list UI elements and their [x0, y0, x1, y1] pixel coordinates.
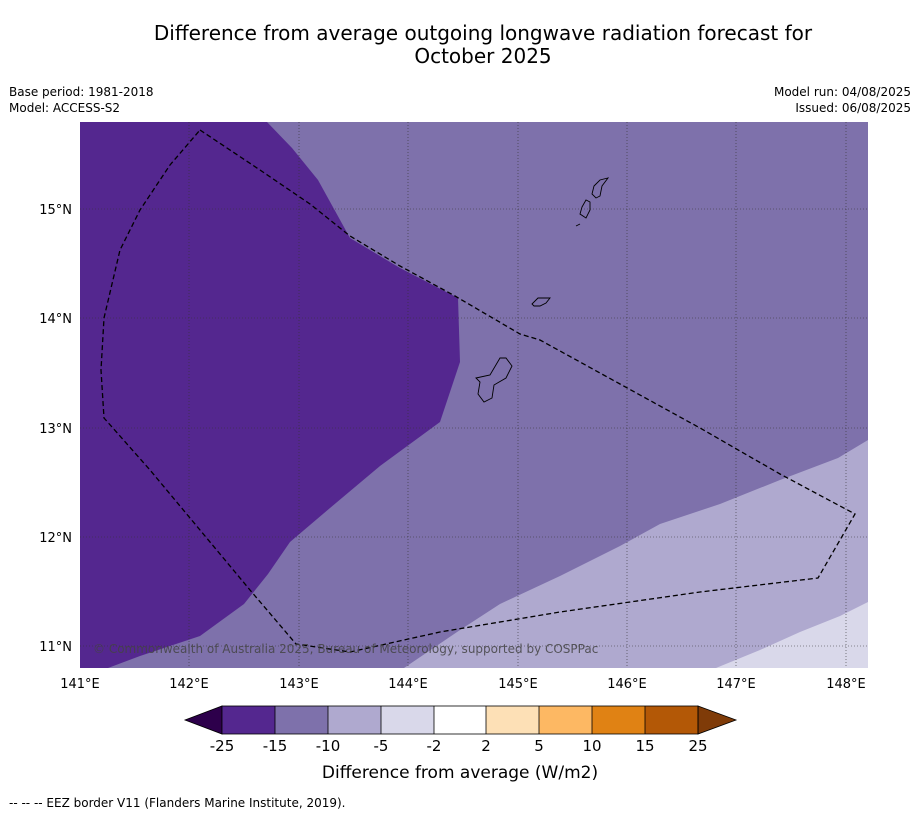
lat-tick-11: 11°N — [39, 640, 72, 655]
colorbar-bin-7 — [539, 706, 592, 734]
colorbar-tick: -15 — [263, 737, 288, 755]
lon-tick-148: 148°E — [826, 677, 866, 692]
colorbar-tick: 25 — [688, 737, 707, 755]
lon-tick-145: 145°E — [498, 677, 538, 692]
colorbar-label: Difference from average (W/m2) — [322, 763, 598, 783]
region-minus5-minus2 — [716, 602, 868, 668]
lon-tick-147: 147°E — [716, 677, 756, 692]
colorbar-bin-8 — [592, 706, 645, 734]
island-rota — [531, 297, 551, 307]
colorbar-over-arrow — [697, 705, 738, 735]
lon-tick-142: 142°E — [169, 677, 209, 692]
eez-border — [100, 129, 856, 653]
colorbar-tick: -5 — [374, 737, 389, 755]
islands — [475, 177, 610, 403]
colorbar-tick: -2 — [427, 737, 442, 755]
meta-left: Base period: 1981-2018 Model: ACCESS-S2 — [9, 84, 154, 116]
issued-label: Issued: 06/08/2025 — [795, 101, 911, 115]
island-saipan — [591, 177, 610, 199]
copyright-text: © Commonwealth of Australia 2025, Bureau… — [93, 642, 598, 656]
lon-tick-143: 143°E — [279, 677, 319, 692]
island-guam — [475, 357, 513, 403]
colorbar-ticks: -25 -15 -10 -5 -2 2 5 10 15 25 — [210, 737, 708, 755]
island-tinian — [579, 199, 591, 219]
colorbar-tick: 10 — [582, 737, 601, 755]
colorbar-bin-4 — [381, 706, 434, 734]
lat-tick-14: 14°N — [39, 312, 72, 327]
colorbar-bin-6 — [486, 706, 539, 734]
title-line-2: October 2025 — [414, 44, 552, 68]
model-label: Model: ACCESS-S2 — [9, 101, 121, 115]
colorbar-bin-1 — [222, 706, 275, 734]
lon-tick-146: 146°E — [607, 677, 647, 692]
island-aguijan — [575, 223, 581, 227]
graticule — [80, 122, 868, 668]
lon-tick-labels: 141°E 142°E 143°E 144°E 145°E 146°E 147°… — [60, 677, 866, 692]
colorbar-tick: 2 — [481, 737, 491, 755]
meta-right: Model run: 04/08/2025 Issued: 06/08/2025 — [774, 84, 911, 116]
colorbar-bin-2 — [275, 706, 328, 734]
lat-tick-12: 12°N — [39, 531, 72, 546]
title-line-1: Difference from average outgoing longwav… — [153, 21, 813, 45]
lon-tick-141: 141°E — [60, 677, 100, 692]
colorbar-tick: -25 — [210, 737, 235, 755]
lat-tick-13: 13°N — [39, 422, 72, 437]
colorbar-bin-5 — [434, 706, 486, 734]
colorbar-tick: -10 — [316, 737, 341, 755]
colorbar-tick: 5 — [534, 737, 544, 755]
colorbar-bin-9 — [645, 706, 698, 734]
base-period-label: Base period: 1981-2018 — [9, 85, 154, 99]
model-run-label: Model run: 04/08/2025 — [773, 85, 911, 99]
colorbar: -25 -15 -10 -5 -2 2 5 10 15 25 Differenc… — [183, 705, 738, 783]
colorbar-tick: 15 — [635, 737, 654, 755]
lat-tick-15: 15°N — [39, 203, 72, 218]
eez-legend-note: -- -- -- EEZ border V11 (Flanders Marine… — [9, 796, 346, 810]
lon-tick-144: 144°E — [388, 677, 428, 692]
lat-tick-labels: 11°N 12°N 13°N 14°N 15°N — [39, 203, 72, 655]
chart-title: Difference from average outgoing longwav… — [0, 22, 919, 68]
region-below-minus15 — [80, 122, 460, 668]
colorbar-under-arrow — [183, 705, 223, 735]
region-minus10-minus5 — [404, 440, 868, 668]
colorbar-bin-3 — [328, 706, 381, 734]
map-area: © Commonwealth of Australia 2025, Bureau… — [80, 122, 868, 668]
